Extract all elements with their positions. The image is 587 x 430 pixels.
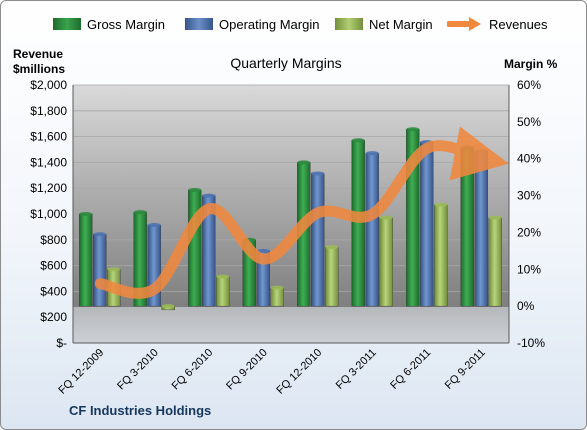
right-tick-label: 50% xyxy=(517,115,541,129)
right-tick-label: -10% xyxy=(517,336,545,350)
company-label: CF Industries Holdings xyxy=(69,403,212,418)
operating-margin-bar xyxy=(365,152,379,307)
gross-margin-bar xyxy=(188,189,202,307)
right-tick-label: 40% xyxy=(517,152,541,166)
operating-margin-bar xyxy=(311,173,325,307)
left-tick-label: $2,000 xyxy=(30,78,67,92)
legend-item-revenues: Revenues xyxy=(447,13,548,35)
left-axis-label: Revenue $millions xyxy=(13,47,66,76)
net-margin-bar-cap xyxy=(270,285,284,290)
net-margin-bar-cap xyxy=(434,202,448,207)
legend-label-operating-margin: Operating Margin xyxy=(219,16,320,32)
left-tick-label: $800 xyxy=(40,233,67,247)
category-label: FQ 3-2011 xyxy=(334,347,379,392)
right-axis-label: Margin % xyxy=(504,57,558,71)
operating-margin-bar-cap xyxy=(202,193,216,198)
plot-floor xyxy=(73,307,509,343)
gross-margin-bar-cap xyxy=(133,210,147,215)
operating-margin-bar xyxy=(420,141,434,307)
legend-item-operating-margin: Operating Margin xyxy=(185,13,319,35)
left-tick-label: $600 xyxy=(40,259,67,273)
operating-margin-bar xyxy=(474,151,488,307)
legend-swatch-gross-margin xyxy=(53,18,81,30)
gross-margin-bar xyxy=(351,140,365,307)
net-margin-bar xyxy=(379,217,393,307)
right-tick-label: 60% xyxy=(517,78,541,92)
net-margin-bar xyxy=(325,246,339,307)
gross-margin-bar-cap xyxy=(406,127,420,132)
right-tick-label: 0% xyxy=(517,299,535,313)
net-margin-bar-cap xyxy=(107,267,121,272)
net-margin-bar-cap xyxy=(379,215,393,220)
operating-margin-bar xyxy=(93,234,107,307)
net-margin-bar xyxy=(434,204,448,307)
left-tick-label: $400 xyxy=(40,284,67,298)
operating-margin-bar-cap xyxy=(311,171,325,176)
category-label: FQ 6-2010 xyxy=(170,347,216,393)
category-label: FQ 12-2010 xyxy=(274,347,324,397)
left-tick-label: $- xyxy=(56,336,67,350)
gross-margin-bar xyxy=(460,147,474,307)
gross-margin-bar-cap xyxy=(297,160,311,165)
net-margin-bar xyxy=(216,276,230,307)
right-tick-label: 30% xyxy=(517,189,541,203)
chart-legend: Gross Margin Operating Margin Net Margin… xyxy=(1,13,586,35)
net-margin-bar-cap xyxy=(161,304,175,309)
left-tick-label: $200 xyxy=(40,310,67,324)
left-tick-label: $1,400 xyxy=(30,155,67,169)
operating-margin-bar-cap xyxy=(256,248,270,253)
legend-label-revenues: Revenues xyxy=(489,16,548,32)
operating-margin-bar-cap xyxy=(93,232,107,237)
left-tick-label: $1,800 xyxy=(30,104,67,118)
left-tick-label: $1,200 xyxy=(30,181,67,195)
left-tick-label: $1,000 xyxy=(30,207,67,221)
category-label: FQ 9-2011 xyxy=(443,347,488,392)
chart-title: Quarterly Margins xyxy=(230,55,342,71)
legend-swatch-operating-margin xyxy=(185,18,213,30)
revenues-line xyxy=(94,126,509,299)
right-tick-label: 20% xyxy=(517,225,541,239)
net-margin-bar-cap xyxy=(325,245,339,250)
legend-label-net-margin: Net Margin xyxy=(369,16,433,32)
legend-arrow-icon xyxy=(447,17,481,31)
right-tick-label: 10% xyxy=(517,262,541,276)
gross-margin-bar xyxy=(79,213,93,307)
legend-item-net-margin: Net Margin xyxy=(335,13,433,35)
operating-margin-bar-cap xyxy=(147,223,161,228)
left-tick-label: $1,600 xyxy=(30,130,67,144)
net-margin-bar-cap xyxy=(216,274,230,279)
operating-margin-bar-cap xyxy=(365,151,379,156)
net-margin-bar xyxy=(488,217,502,307)
net-margin-bar-cap xyxy=(488,215,502,220)
category-label: FQ 6-2011 xyxy=(388,347,433,392)
category-label: FQ 3-2010 xyxy=(115,347,161,393)
legend-item-gross-margin: Gross Margin xyxy=(53,13,165,35)
legend-swatch-net-margin xyxy=(335,18,363,30)
gross-margin-bar-cap xyxy=(79,212,93,216)
gross-margin-bar-cap xyxy=(188,188,202,193)
legend-label-gross-margin: Gross Margin xyxy=(87,16,166,32)
category-label: FQ 12-2009 xyxy=(56,347,106,397)
net-margin-bar xyxy=(270,287,284,307)
gross-margin-bar-cap xyxy=(351,138,365,143)
category-label: FQ 9-2010 xyxy=(224,347,270,393)
